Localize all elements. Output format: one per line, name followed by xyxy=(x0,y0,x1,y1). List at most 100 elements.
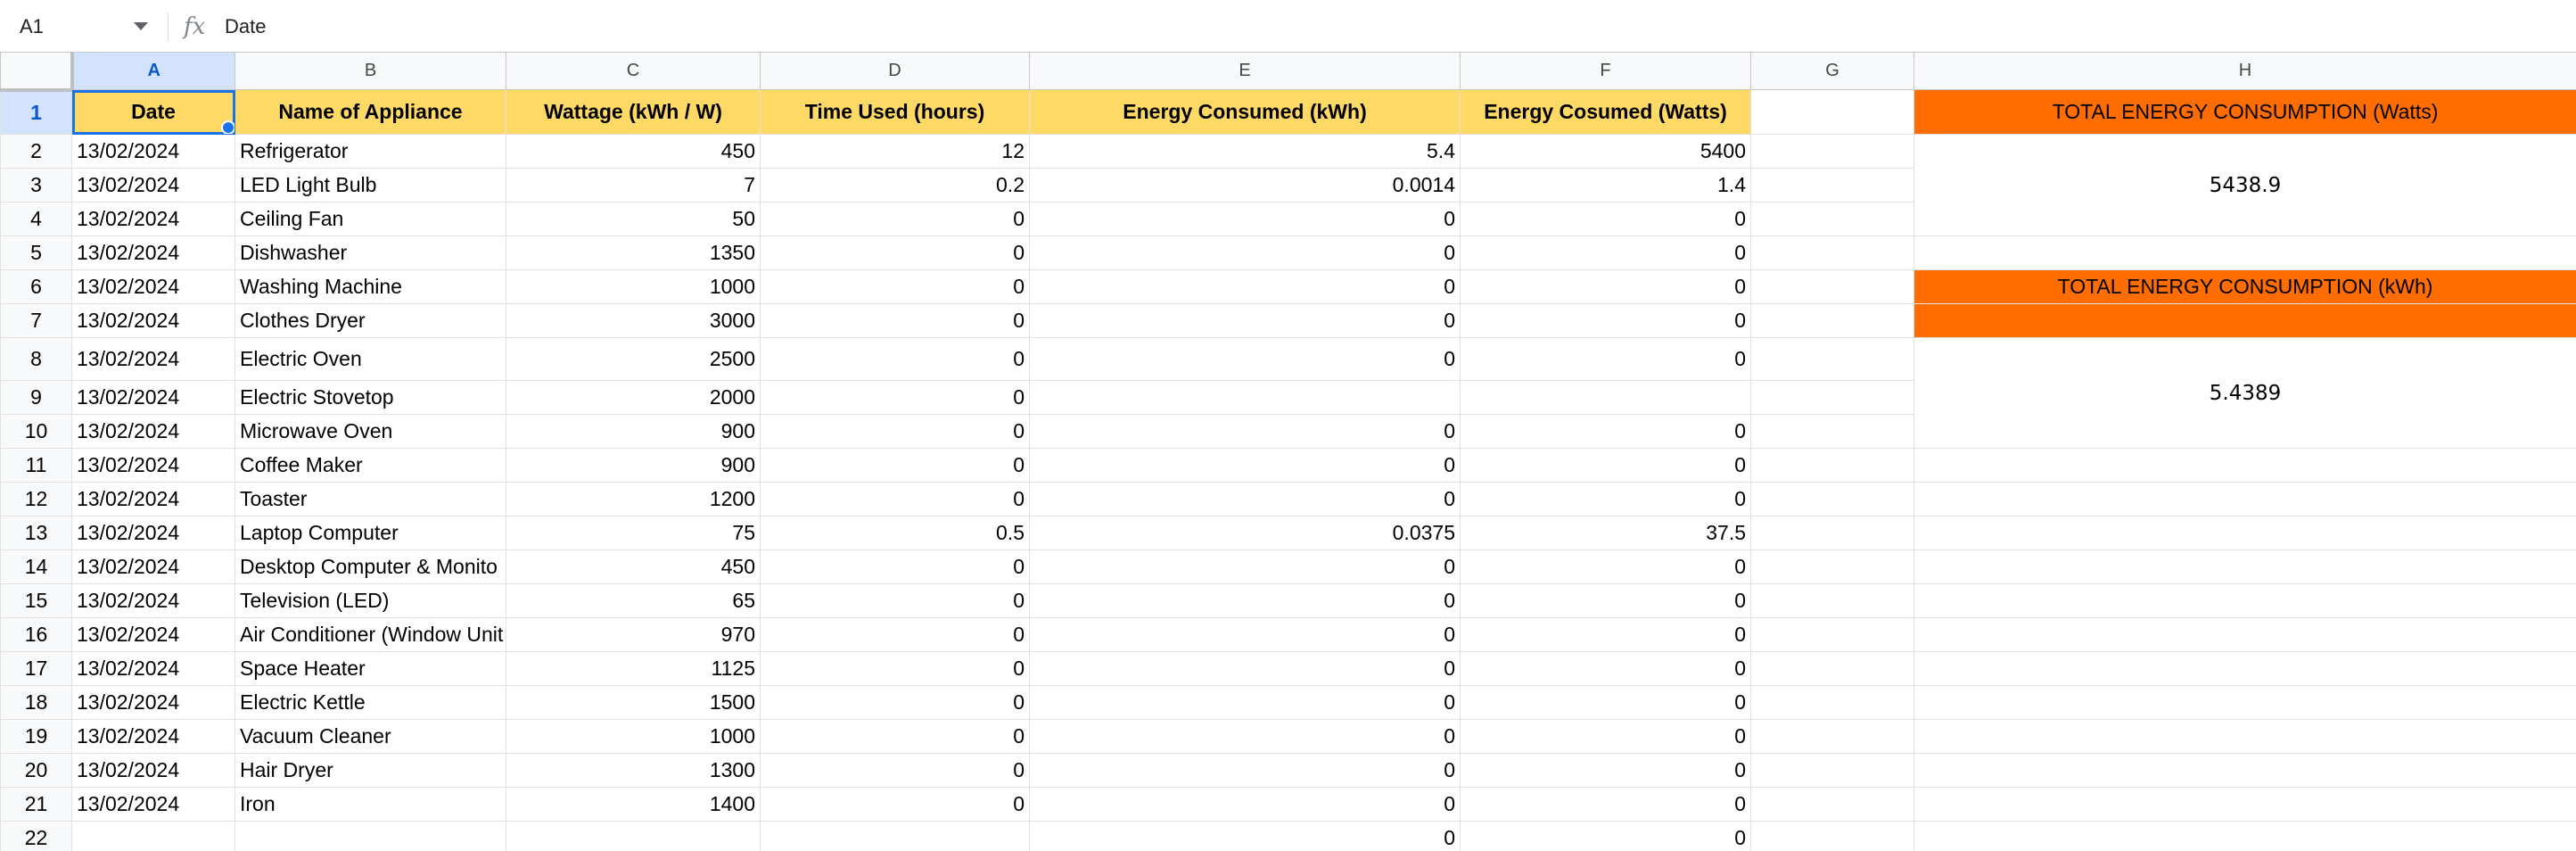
energy-watts-cell[interactable]: 0 xyxy=(1460,202,1751,236)
time-cell[interactable]: 0 xyxy=(760,617,1030,652)
cell[interactable] xyxy=(1913,787,2576,822)
date-cell[interactable]: 13/02/2024 xyxy=(71,685,235,720)
cell[interactable] xyxy=(1750,380,1914,415)
energy-watts-cell[interactable]: 37.5 xyxy=(1460,516,1751,550)
date-cell[interactable]: 13/02/2024 xyxy=(71,337,235,381)
row-header[interactable]: 8 xyxy=(0,337,72,381)
time-cell[interactable]: 0 xyxy=(760,719,1030,754)
column-header-b[interactable]: B xyxy=(235,52,506,90)
wattage-cell[interactable]: 65 xyxy=(506,583,761,618)
time-cell[interactable]: 0 xyxy=(760,202,1030,236)
column-header-h[interactable]: H xyxy=(1913,52,2576,90)
header-cell-name[interactable]: Name of Appliance xyxy=(235,89,506,135)
appliance-cell[interactable]: Toaster xyxy=(235,482,506,516)
energy-kwh-cell[interactable]: 0 xyxy=(1029,448,1461,483)
wattage-cell[interactable]: 450 xyxy=(506,549,761,584)
wattage-cell[interactable]: 1350 xyxy=(506,235,761,270)
date-cell[interactable] xyxy=(71,821,235,851)
cell[interactable] xyxy=(1913,235,2576,270)
energy-kwh-cell[interactable]: 0 xyxy=(1029,549,1461,584)
appliance-cell[interactable]: Television (LED) xyxy=(235,583,506,618)
time-cell[interactable]: 0 xyxy=(760,549,1030,584)
time-cell[interactable]: 0 xyxy=(760,651,1030,686)
wattage-cell[interactable]: 1400 xyxy=(506,787,761,822)
cell[interactable] xyxy=(1750,202,1914,236)
header-cell-energy-watts[interactable]: Energy Cosumed (Watts) xyxy=(1460,89,1751,135)
cell[interactable] xyxy=(1913,549,2576,584)
header-cell-wattage[interactable]: Wattage (kWh / W) xyxy=(506,89,761,135)
cell[interactable] xyxy=(1750,787,1914,822)
cell[interactable] xyxy=(1913,651,2576,686)
row-header[interactable]: 15 xyxy=(0,583,72,618)
time-cell[interactable]: 0 xyxy=(760,583,1030,618)
row-header[interactable]: 20 xyxy=(0,753,72,788)
energy-kwh-cell[interactable]: 0 xyxy=(1029,337,1461,381)
cell[interactable] xyxy=(1750,651,1914,686)
wattage-cell[interactable]: 900 xyxy=(506,414,761,449)
date-cell[interactable]: 13/02/2024 xyxy=(71,719,235,754)
cell[interactable] xyxy=(1913,583,2576,618)
wattage-cell[interactable]: 1000 xyxy=(506,269,761,304)
time-cell[interactable]: 0.2 xyxy=(760,168,1030,202)
cell[interactable] xyxy=(1913,753,2576,788)
cell[interactable] xyxy=(1913,821,2576,851)
row-header[interactable]: 1 xyxy=(0,89,72,135)
appliance-cell[interactable]: Electric Kettle xyxy=(235,685,506,720)
wattage-cell[interactable]: 50 xyxy=(506,202,761,236)
cell[interactable] xyxy=(1750,685,1914,720)
wattage-cell[interactable] xyxy=(506,821,761,851)
row-header[interactable]: 11 xyxy=(0,448,72,483)
energy-kwh-cell[interactable]: 0.0014 xyxy=(1029,168,1461,202)
row-header[interactable]: 19 xyxy=(0,719,72,754)
energy-watts-cell[interactable]: 0 xyxy=(1460,414,1751,449)
time-cell[interactable]: 0 xyxy=(760,482,1030,516)
appliance-cell[interactable]: Laptop Computer xyxy=(235,516,506,550)
cell[interactable] xyxy=(1913,482,2576,516)
row-header[interactable]: 14 xyxy=(0,549,72,584)
energy-kwh-cell[interactable]: 0 xyxy=(1029,753,1461,788)
date-cell[interactable]: 13/02/2024 xyxy=(71,380,235,415)
wattage-cell[interactable]: 450 xyxy=(506,134,761,169)
time-cell[interactable]: 0 xyxy=(760,685,1030,720)
energy-watts-cell[interactable]: 0 xyxy=(1460,685,1751,720)
row-header[interactable]: 12 xyxy=(0,482,72,516)
energy-kwh-cell[interactable]: 5.4 xyxy=(1029,134,1461,169)
column-header-c[interactable]: C xyxy=(506,52,761,90)
energy-watts-cell[interactable]: 1.4 xyxy=(1460,168,1751,202)
time-cell[interactable] xyxy=(760,821,1030,851)
time-cell[interactable]: 0 xyxy=(760,235,1030,270)
select-all-corner[interactable] xyxy=(0,52,74,92)
cell[interactable] xyxy=(1750,821,1914,851)
time-cell[interactable]: 0 xyxy=(760,448,1030,483)
wattage-cell[interactable]: 1125 xyxy=(506,651,761,686)
energy-kwh-cell[interactable]: 0 xyxy=(1029,685,1461,720)
appliance-cell[interactable]: Electric Oven xyxy=(235,337,506,381)
appliance-cell[interactable]: Coffee Maker xyxy=(235,448,506,483)
row-header[interactable]: 2 xyxy=(0,134,72,169)
appliance-cell[interactable]: Electric Stovetop xyxy=(235,380,506,415)
energy-watts-cell[interactable]: 0 xyxy=(1460,719,1751,754)
date-cell[interactable]: 13/02/2024 xyxy=(71,134,235,169)
total-watts-title[interactable]: TOTAL ENERGY CONSUMPTION (Watts) xyxy=(1913,89,2576,135)
row-header[interactable]: 3 xyxy=(0,168,72,202)
energy-watts-cell[interactable]: 0 xyxy=(1460,549,1751,584)
energy-watts-cell[interactable]: 0 xyxy=(1460,617,1751,652)
cell[interactable] xyxy=(1750,549,1914,584)
energy-kwh-cell[interactable]: 0 xyxy=(1029,787,1461,822)
cell[interactable] xyxy=(1913,685,2576,720)
energy-watts-cell[interactable]: 0 xyxy=(1460,235,1751,270)
energy-watts-cell[interactable]: 5400 xyxy=(1460,134,1751,169)
row-header[interactable]: 18 xyxy=(0,685,72,720)
date-cell[interactable]: 13/02/2024 xyxy=(71,202,235,236)
cell[interactable] xyxy=(1913,719,2576,754)
row-header[interactable]: 16 xyxy=(0,617,72,652)
date-cell[interactable]: 13/02/2024 xyxy=(71,448,235,483)
row-header[interactable]: 7 xyxy=(0,303,72,338)
cell[interactable] xyxy=(1750,168,1914,202)
energy-kwh-cell[interactable]: 0 xyxy=(1029,414,1461,449)
header-cell-energy-kwh[interactable]: Energy Consumed (kWh) xyxy=(1029,89,1461,135)
row-header[interactable]: 6 xyxy=(0,269,72,304)
time-cell[interactable]: 0 xyxy=(760,414,1030,449)
date-cell[interactable]: 13/02/2024 xyxy=(71,269,235,304)
wattage-cell[interactable]: 75 xyxy=(506,516,761,550)
